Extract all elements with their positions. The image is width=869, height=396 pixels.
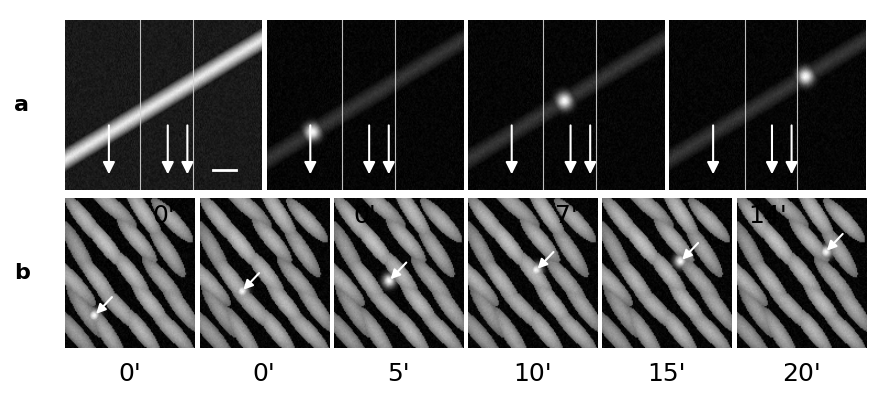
Text: 7': 7': [554, 204, 577, 228]
Text: 10': 10': [513, 362, 551, 386]
Text: a: a: [14, 95, 30, 115]
Text: 5': 5': [387, 362, 409, 386]
Text: 0': 0': [152, 204, 175, 228]
Text: 0': 0': [353, 204, 375, 228]
Text: 15': 15': [647, 362, 686, 386]
Text: 0': 0': [118, 362, 141, 386]
Text: 0': 0': [252, 362, 275, 386]
Text: 14': 14': [747, 204, 786, 228]
Text: 20': 20': [781, 362, 819, 386]
Text: b: b: [14, 263, 30, 283]
